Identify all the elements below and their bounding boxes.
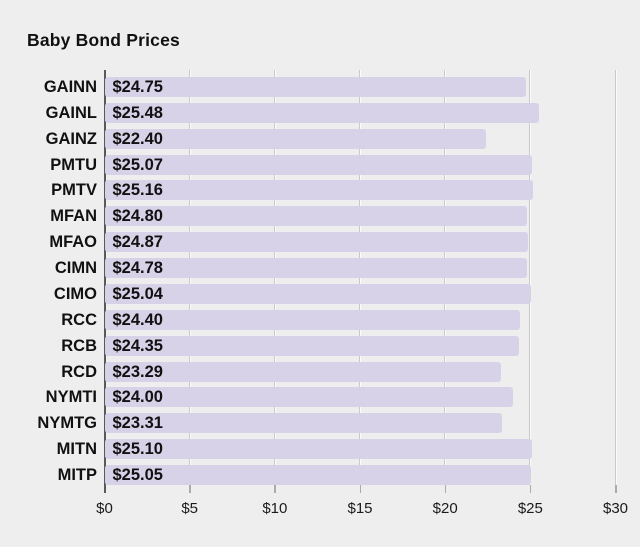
bar: $25.48 <box>104 102 539 123</box>
value-label: $25.05 <box>112 466 163 485</box>
category-label: NYMTI <box>45 388 97 407</box>
x-axis-tick-label: $15 <box>347 500 373 517</box>
bar: $24.87 <box>104 232 529 253</box>
x-axis-tick-label: $0 <box>96 500 113 517</box>
bar: $24.35 <box>104 335 520 356</box>
category-label: RCD <box>61 362 97 381</box>
bar: $25.05 <box>104 465 532 486</box>
value-label: $25.48 <box>112 103 163 122</box>
category-label: PMTU <box>50 155 97 174</box>
category-label: GAINL <box>45 103 97 122</box>
x-axis-tick-label: $25 <box>517 500 543 517</box>
category-label: GAINN <box>43 78 97 96</box>
value-label: $24.00 <box>112 388 163 407</box>
category-label: GAINZ <box>45 129 97 148</box>
value-label: $25.04 <box>112 284 163 303</box>
category-label: PMTV <box>51 181 97 200</box>
category-label: MITN <box>56 440 97 459</box>
bar: $23.29 <box>104 361 502 382</box>
category-label: RCC <box>61 310 97 329</box>
value-label: $24.40 <box>112 310 163 329</box>
bar: $25.10 <box>104 439 533 460</box>
x-tickmark <box>615 485 617 493</box>
x-gridline <box>614 70 617 485</box>
bar: $24.00 <box>104 387 514 408</box>
x-axis-tick-label: $10 <box>262 500 288 517</box>
x-tickmark <box>189 485 191 493</box>
plot-area: $0 $5 $10 $15 $20 $25 $30 GAINN $24.75 GAINL $25.4… <box>37 70 628 525</box>
value-label: $24.35 <box>112 336 163 355</box>
bar: $23.31 <box>104 413 502 434</box>
value-label: $25.10 <box>112 440 163 459</box>
bar: $25.16 <box>104 180 534 201</box>
value-label: $24.75 <box>112 78 163 96</box>
bar: $24.80 <box>104 206 527 227</box>
x-gridline <box>529 70 532 485</box>
value-label: $24.80 <box>112 207 163 226</box>
category-label: MFAN <box>50 207 97 226</box>
x-axis-tick-label: $5 <box>181 500 198 517</box>
bar: $25.04 <box>104 283 531 304</box>
bar: $22.40 <box>104 128 487 149</box>
value-label: $24.87 <box>112 233 163 252</box>
y-axis-line <box>103 70 106 493</box>
value-label: $22.40 <box>112 129 163 148</box>
category-label: NYMTG <box>37 414 97 433</box>
category-label: CIMO <box>53 284 97 303</box>
x-tickmark <box>274 485 276 493</box>
x-tickmark <box>359 485 361 493</box>
x-tickmark <box>529 485 532 493</box>
category-label: MITP <box>57 466 97 485</box>
value-label: $25.07 <box>112 155 163 174</box>
bar: $24.75 <box>104 77 527 97</box>
category-label: MFAO <box>49 233 97 252</box>
value-label: $23.31 <box>112 414 163 433</box>
x-axis-tick-label: $20 <box>432 500 458 517</box>
x-tickmark <box>444 485 447 493</box>
bar: $24.40 <box>104 309 521 330</box>
value-label: $23.29 <box>112 362 163 381</box>
category-label: CIMN <box>54 259 97 278</box>
value-label: $25.16 <box>112 181 163 200</box>
bar: $24.78 <box>104 258 527 279</box>
value-label: $24.78 <box>112 259 163 278</box>
bar: $25.07 <box>104 154 532 175</box>
x-axis-tick-label: $30 <box>602 500 629 517</box>
category-label: RCB <box>61 336 97 355</box>
chart-title: Baby Bond Prices <box>27 30 180 50</box>
